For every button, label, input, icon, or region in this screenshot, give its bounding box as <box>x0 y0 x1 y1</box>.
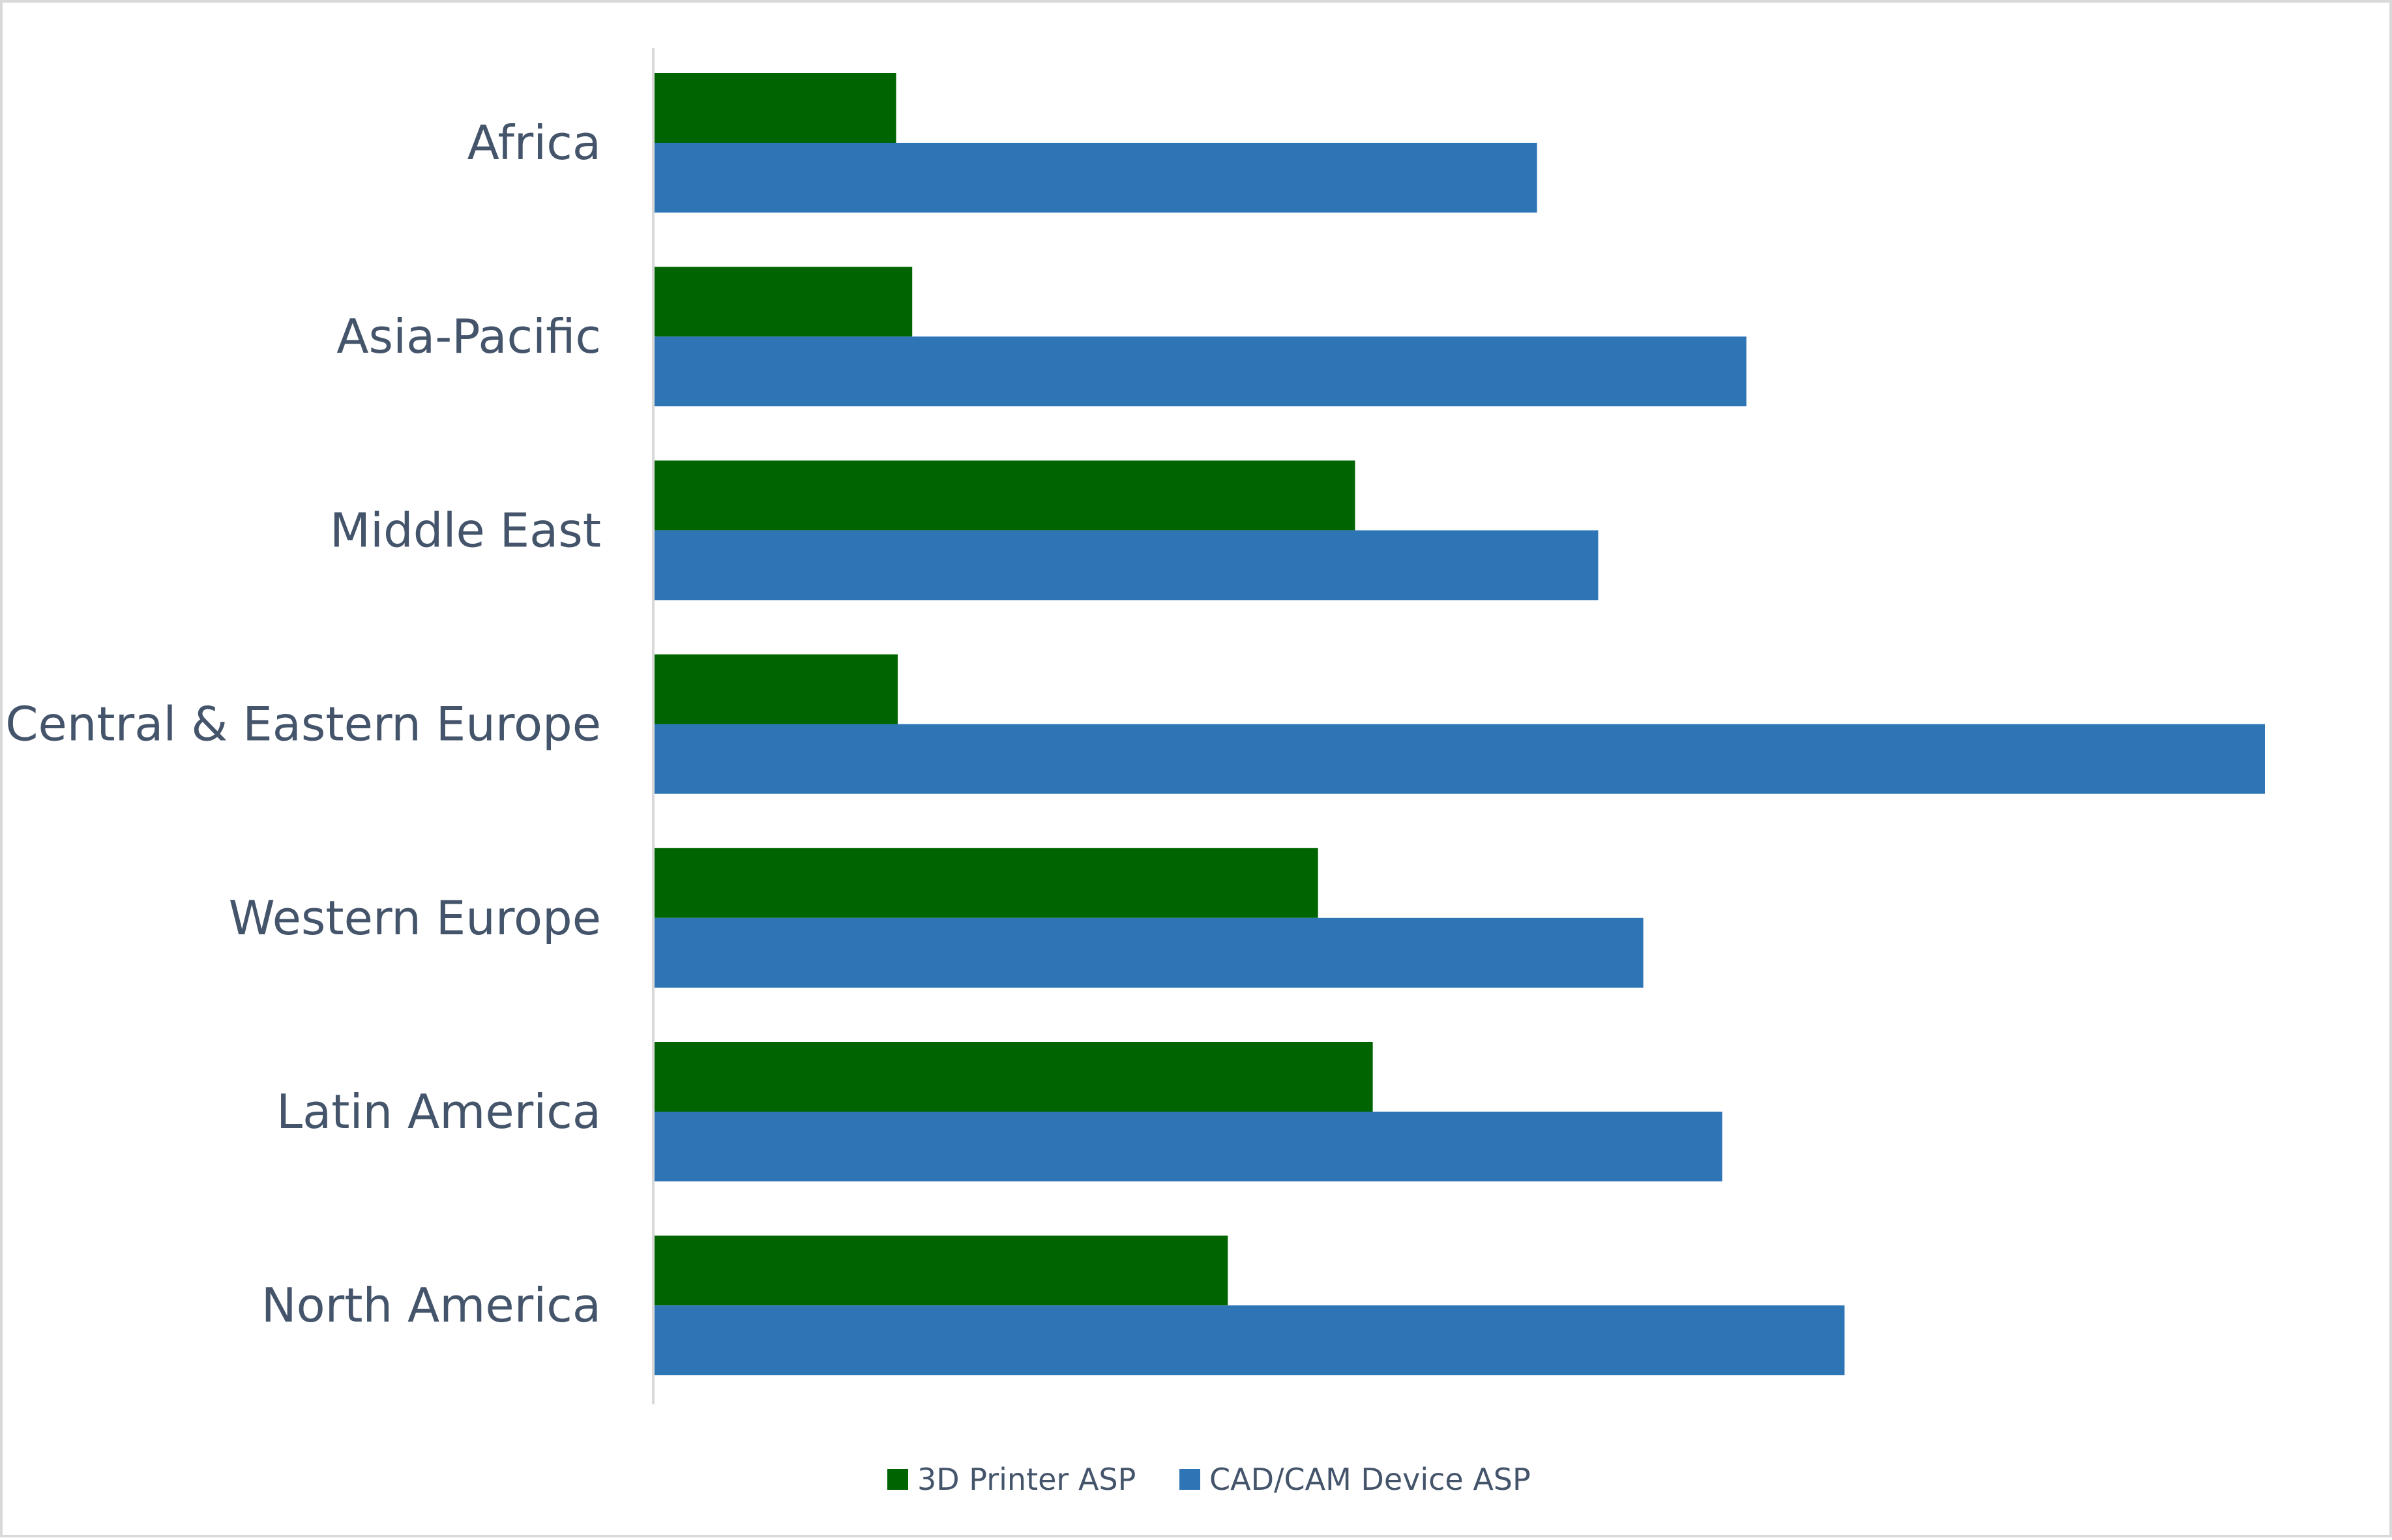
bar-cad-cam-device-asp-middle-east <box>655 530 1599 600</box>
bar-cad-cam-device-asp-latin-america <box>655 1112 1722 1181</box>
category-label-latin-america: Latin America <box>276 1084 601 1139</box>
bar-3d-printer-asp-africa <box>655 73 896 143</box>
legend-swatch-cad-cam-device-asp <box>1179 1469 1200 1490</box>
category-label-asia-pacific: Asia-Pacific <box>336 309 601 364</box>
bar-3d-printer-asp-asia-pacific <box>655 267 913 337</box>
bar-cad-cam-device-asp-central-and-eastern-europe <box>655 724 2265 794</box>
bar-cad-cam-device-asp-asia-pacific <box>655 336 1747 407</box>
bar-3d-printer-asp-western-europe <box>655 848 1318 918</box>
category-labels: Africa Asia-Pacific Middle East Central & E… <box>5 115 601 1333</box>
category-label-western-europe: Western Europe <box>229 891 601 945</box>
bar-cad-cam-device-asp-africa <box>655 143 1537 213</box>
bar-3d-printer-asp-latin-america <box>655 1042 1373 1112</box>
legend-swatch-3d-printer-asp <box>887 1469 908 1490</box>
category-label-north-america: North America <box>261 1278 601 1333</box>
legend: 3D Printer ASP CAD/CAM Device ASP <box>887 1462 1531 1497</box>
legend-label-cad-cam-device-asp: CAD/CAM Device ASP <box>1209 1462 1531 1497</box>
bar-3d-printer-asp-middle-east <box>655 460 1355 531</box>
bar-3d-printer-asp-central-and-eastern-europe <box>655 654 898 724</box>
bar-cad-cam-device-asp-north-america <box>655 1305 1845 1376</box>
category-label-central-and-eastern-europe: Central & Eastern Europe <box>5 697 601 752</box>
bar-cad-cam-device-asp-western-europe <box>655 917 1644 988</box>
category-label-africa: Africa <box>467 115 601 170</box>
bars-layer <box>655 73 2265 1376</box>
bar-3d-printer-asp-north-america <box>655 1236 1228 1306</box>
bar-chart: Africa Asia-Pacific Middle East Central & E… <box>5 48 2265 1497</box>
category-label-middle-east: Middle East <box>330 503 601 557</box>
legend-label-3d-printer-asp: 3D Printer ASP <box>917 1462 1136 1497</box>
